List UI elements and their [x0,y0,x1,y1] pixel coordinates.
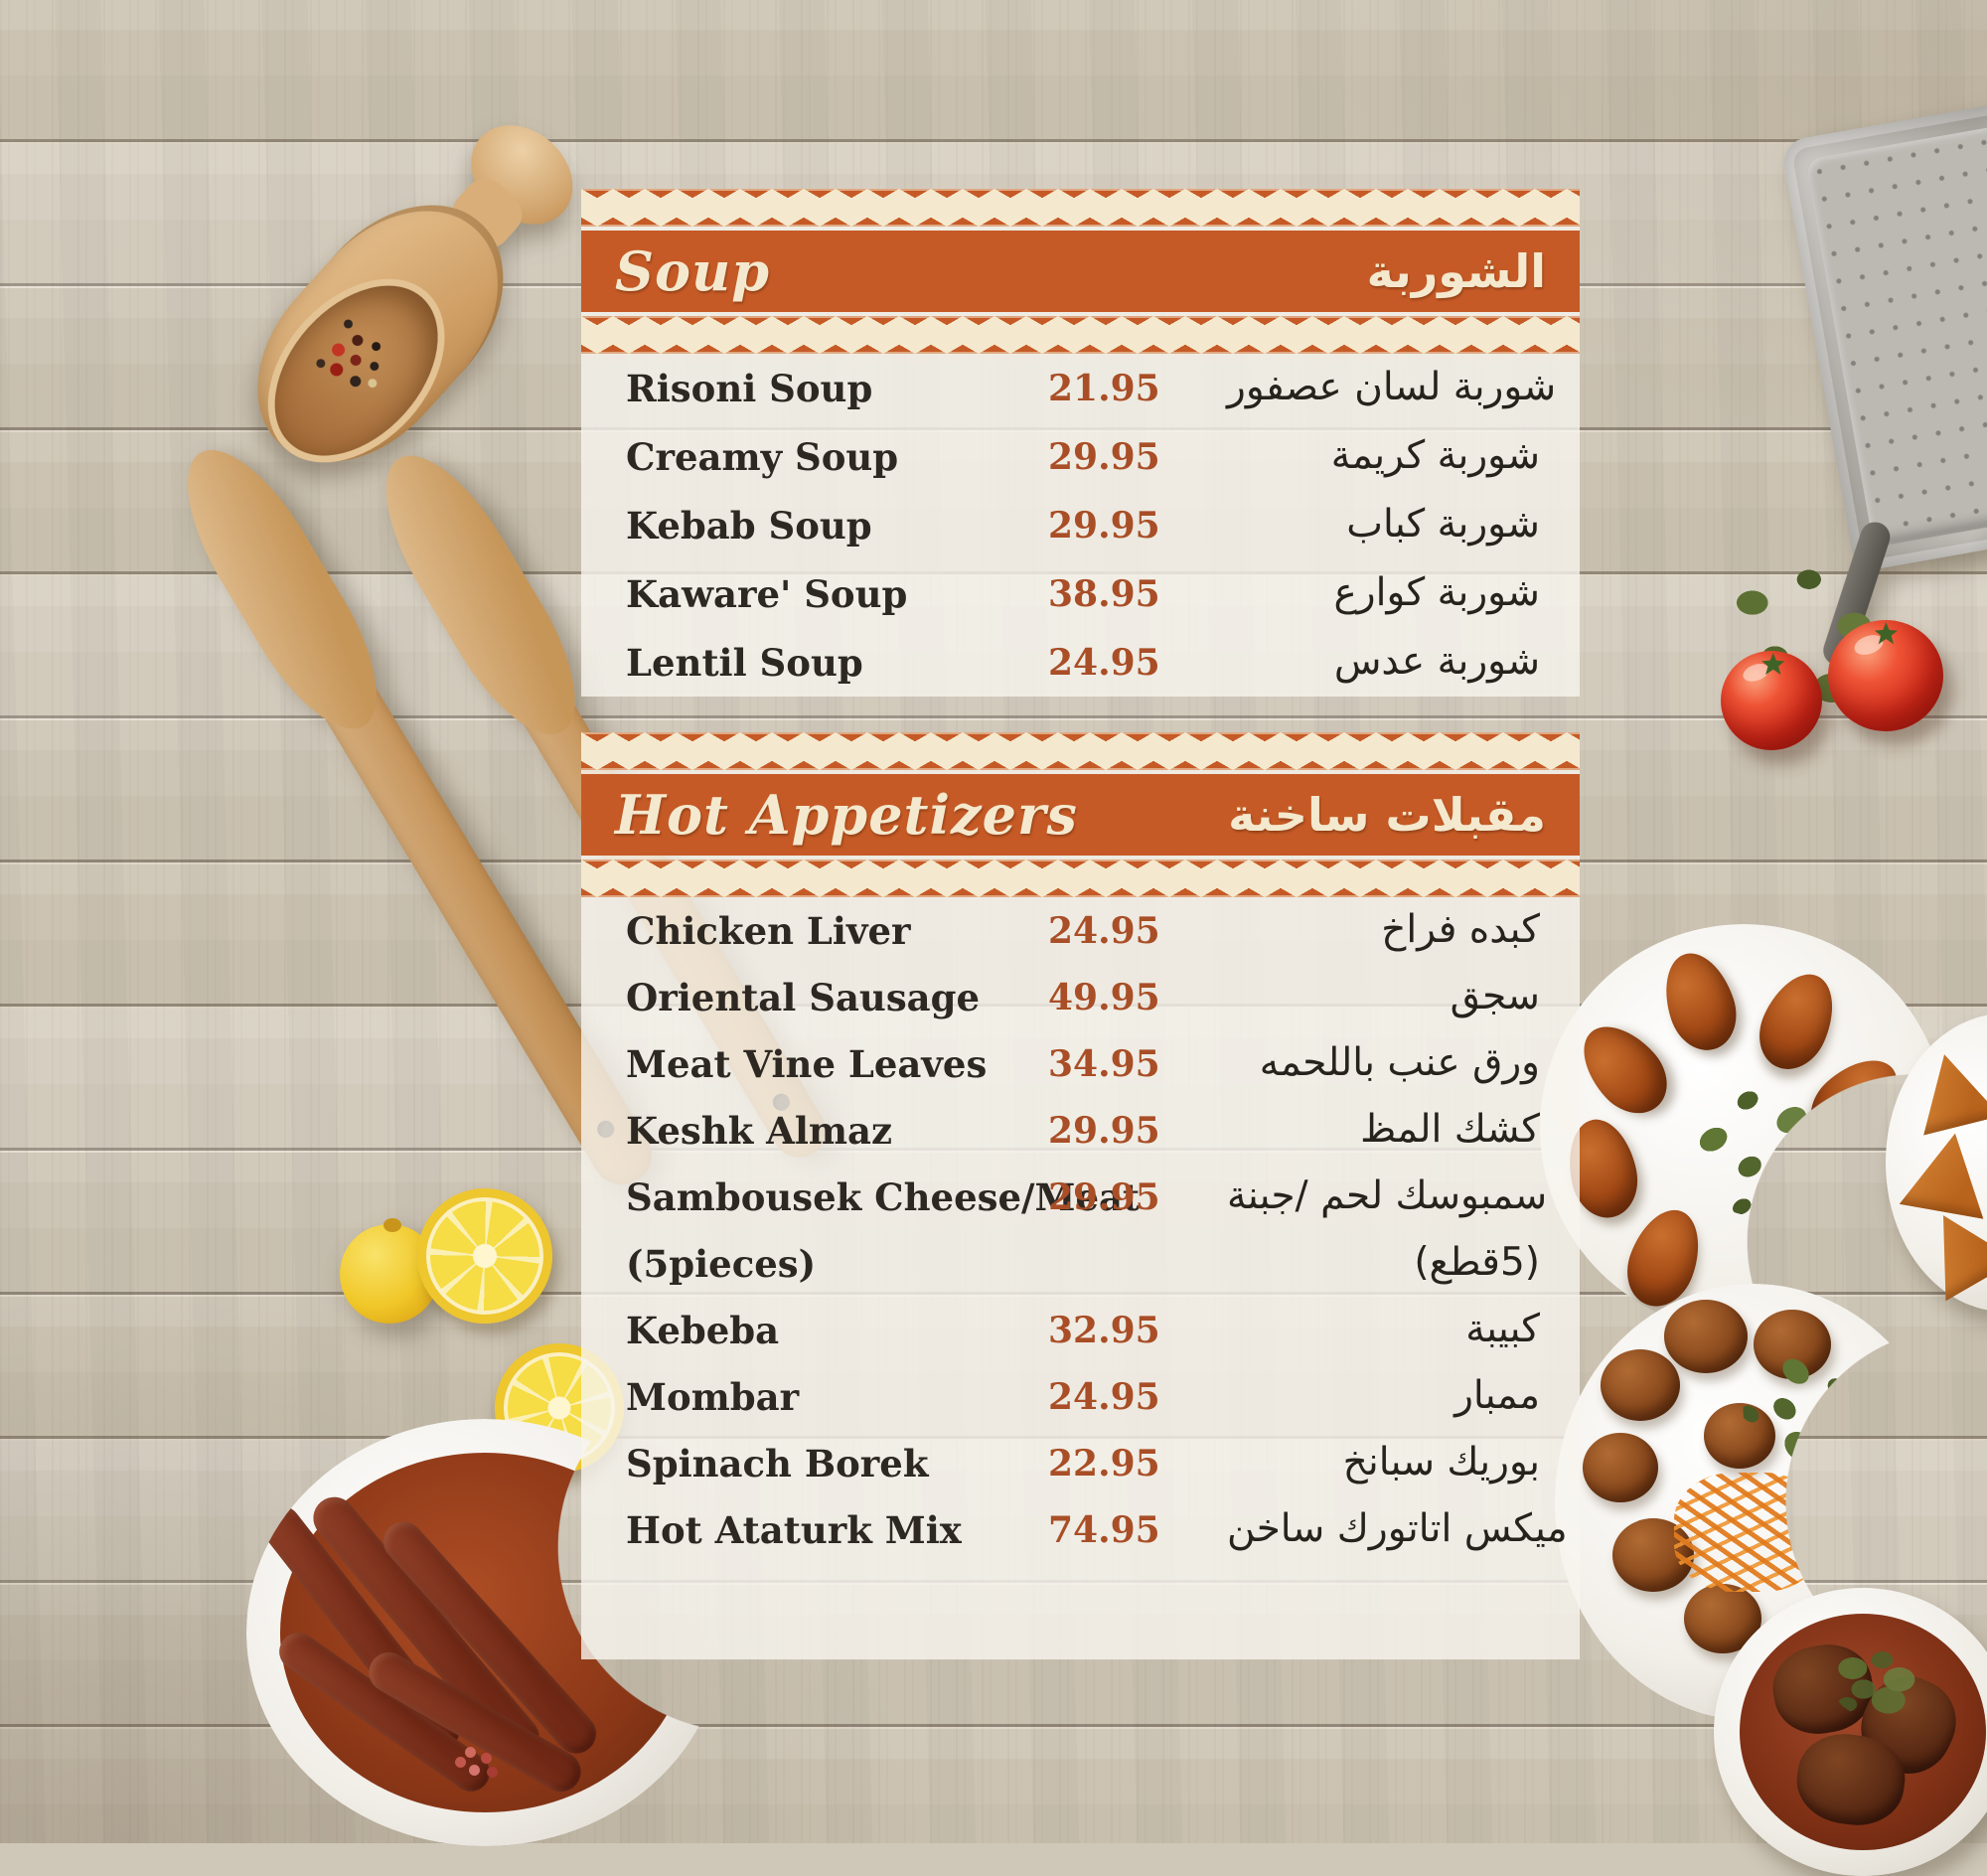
item-price: 22.95 [1048,1442,1160,1485]
kibbeh [1567,1010,1682,1129]
item-price: 38.95 [1048,572,1160,615]
meatball [1664,1300,1748,1373]
meatball [1601,1349,1680,1421]
parsley-garnish [1664,1044,1863,1241]
section-items: Chicken Liver 24.95 كبده فراخ Oriental S… [581,897,1580,1563]
item-name-ar: ورق عنب باللحمه [1259,1040,1540,1086]
menu-item-note-row: (5pieces) (5قطع) [626,1230,1540,1297]
tomato-photo [1721,651,1822,750]
section-title-band: Hot Appetizers مقبلات ساخنة [581,774,1580,856]
sambousek-pastry [1900,1126,1987,1219]
item-price: 29.95 [1048,435,1160,478]
lace-border-bottom [581,316,1580,354]
item-name-en: Oriental Sausage [626,975,981,1019]
item-name-ar: سمبوسك لحم /جبنة [1227,1173,1548,1219]
item-name-ar: ممبار [1454,1373,1540,1419]
menu-item-row: Creamy Soup 29.95 شوربة كريمة [626,422,1540,491]
sambousek-pastry [1906,1044,1987,1135]
item-name-ar: شوربة لسان عصفور [1227,365,1557,410]
item-name-en: Creamy Soup [626,434,899,479]
item-name-ar: شوربة كباب [1346,502,1540,547]
item-name-ar: شوربة كوارع [1333,570,1540,616]
item-name-en: Kebab Soup [626,503,872,547]
item-name-en: Lentil Soup [626,640,863,685]
menu-item-row: Risoni Soup 21.95 شوربة لسان عصفور [626,354,1556,422]
item-price: 34.95 [1048,1042,1160,1085]
menu-section-hot-appetizers: Hot Appetizers مقبلات ساخنة Chicken Live… [581,732,1580,1659]
section-title-en: Hot Appetizers [615,783,1078,847]
item-name-ar: كبيبة [1465,1307,1540,1352]
item-name-ar: بوريك سبانخ [1342,1440,1540,1485]
meatball [1583,1433,1658,1502]
item-price: 49.95 [1048,976,1160,1018]
menu-item-row: Sambousek Cheese/Meat 29.95 سمبوسك لحم /… [626,1164,1547,1230]
menu-section-soup: Soup الشوربة Risoni Soup 21.95 شوربة لسا… [581,189,1580,697]
menu-item-row: Kebab Soup 29.95 شوربة كباب [626,491,1540,559]
item-price: 24.95 [1048,641,1160,684]
item-name-ar: شوربة عدس [1333,639,1540,685]
item-name-en: Risoni Soup [626,366,873,410]
item-name-en: Mombar [626,1374,800,1419]
section-title-ar: الشوربة [1366,244,1546,298]
tomato-photo [1828,620,1943,731]
menu-item-row: Chicken Liver 24.95 كبده فراخ [626,897,1540,964]
item-name-ar: سجق [1450,974,1540,1019]
item-name-ar: كبده فراخ [1381,907,1540,953]
menu-item-row: Spinach Borek 22.95 بوريك سبانخ [626,1430,1540,1496]
menu-item-row: Kebeba 32.95 كبيبة [626,1297,1540,1363]
parsley-garnish [1833,1647,1922,1717]
item-name-en: Kaware' Soup [626,571,908,616]
item-name-en: Kebeba [626,1308,780,1352]
item-name-en: Keshk Almaz [626,1108,893,1153]
menu-item-row: Meat Vine Leaves 34.95 ورق عنب باللحمه [626,1030,1540,1097]
item-price: 74.95 [1048,1508,1160,1551]
item-note-ar: (5قطع) [1414,1240,1540,1286]
kibbeh [1747,962,1848,1081]
lace-border-top [581,189,1580,227]
section-title-band: Soup الشوربة [581,231,1580,312]
section-items: Risoni Soup 21.95 شوربة لسان عصفور Cream… [581,354,1580,697]
item-name-en: Meat Vine Leaves [626,1041,988,1086]
item-price: 24.95 [1048,1375,1160,1418]
item-price: 32.95 [1048,1309,1160,1351]
item-name-en: Spinach Borek [626,1441,929,1485]
section-title-en: Soup [615,239,771,303]
kibbeh [1653,944,1747,1059]
item-price: 24.95 [1048,909,1160,952]
menu-item-row: Lentil Soup 24.95 شوربة عدس [626,628,1540,697]
menu-item-row: Mombar 24.95 ممبار [626,1363,1540,1430]
item-price: 21.95 [1048,367,1160,409]
item-name-ar: ميكس اتاتورك ساخن [1227,1506,1568,1552]
item-price: 29.95 [1048,1109,1160,1152]
menu-item-row: Hot Ataturk Mix 74.95 ميكس اتاتورك ساخن [626,1496,1568,1563]
item-price: 29.95 [1048,504,1160,547]
menu-item-row: Keshk Almaz 29.95 كشك المظ [626,1097,1540,1164]
pink-peppercorns [465,1747,476,1758]
lace-border-top [581,732,1580,770]
item-name-ar: كشك المظ [1360,1107,1540,1153]
item-note-en: (5pieces) [626,1241,817,1286]
lace-border-bottom [581,860,1580,897]
item-name-ar: شوربة كريمة [1330,433,1540,479]
lemon-slice-photo [417,1188,552,1324]
braised-meat-dish-photo [1714,1588,1987,1876]
section-title-ar: مقبلات ساخنة [1228,788,1546,842]
item-name-en: Sambousek Cheese/Meat [626,1174,1141,1219]
carrot-shreds-garnish [1674,1473,1823,1592]
menu-item-row: Oriental Sausage 49.95 سجق [626,964,1540,1030]
menu-item-row: Kaware' Soup 38.95 شوربة كوارع [626,559,1540,628]
item-price: 29.95 [1048,1175,1160,1218]
kibbeh-crescent-plate-photo [1540,924,1947,1331]
item-name-en: Hot Ataturk Mix [626,1507,962,1552]
item-name-en: Chicken Liver [626,908,911,953]
